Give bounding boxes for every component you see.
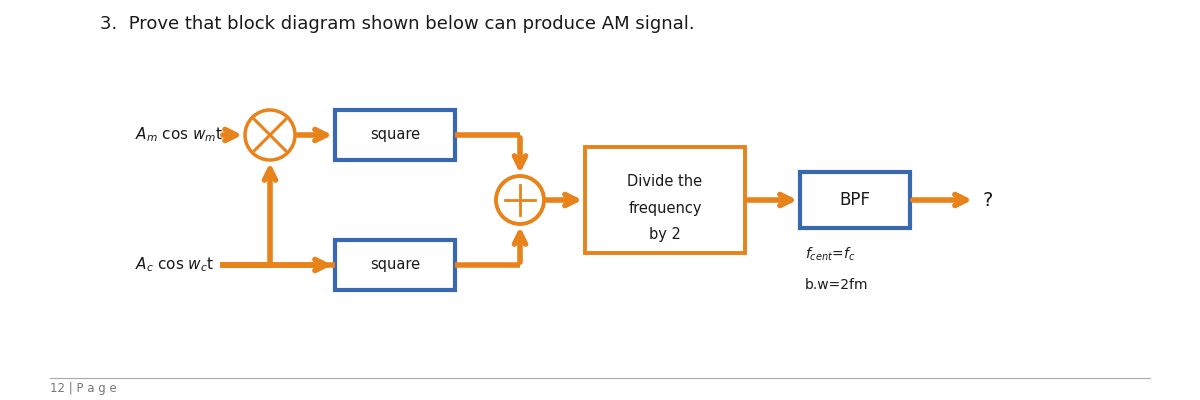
Text: 12 | P a g e: 12 | P a g e	[50, 382, 116, 395]
Text: BPF: BPF	[840, 191, 870, 209]
Text: Divide the: Divide the	[628, 174, 702, 190]
Text: $f_{cent}$=$f_c$: $f_{cent}$=$f_c$	[805, 246, 856, 264]
FancyBboxPatch shape	[586, 148, 745, 252]
Text: 3.  Prove that block diagram shown below can produce AM signal.: 3. Prove that block diagram shown below …	[100, 15, 695, 33]
Text: square: square	[370, 258, 420, 272]
Text: ?: ?	[983, 190, 994, 210]
Text: $A_m$ cos $w_m$t: $A_m$ cos $w_m$t	[134, 126, 223, 144]
Text: frequency: frequency	[629, 200, 702, 216]
Text: $A_c$ cos $w_c$t: $A_c$ cos $w_c$t	[134, 256, 215, 274]
FancyBboxPatch shape	[335, 240, 455, 290]
FancyBboxPatch shape	[335, 110, 455, 160]
Text: by 2: by 2	[649, 226, 680, 242]
FancyBboxPatch shape	[800, 172, 910, 228]
Text: b.w=2fm: b.w=2fm	[805, 278, 869, 292]
Circle shape	[496, 176, 544, 224]
Text: square: square	[370, 128, 420, 142]
Circle shape	[245, 110, 295, 160]
